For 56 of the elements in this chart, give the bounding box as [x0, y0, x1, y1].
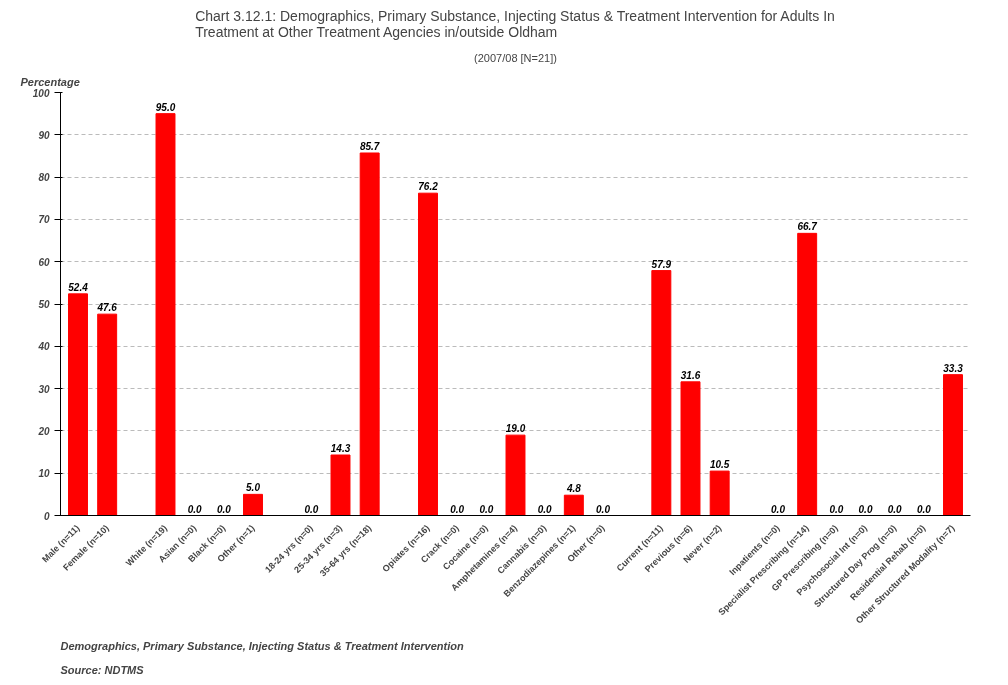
data-label: 0.0 — [537, 503, 553, 515]
bar — [943, 374, 963, 516]
data-label: 0.0 — [450, 503, 465, 515]
bar — [651, 270, 672, 516]
data-label: 76.2 — [418, 181, 439, 193]
data-label: 0.0 — [187, 503, 203, 515]
y-tick-label: 60 — [38, 256, 50, 268]
bar — [505, 434, 526, 516]
y-tick-label: 10 — [38, 468, 50, 480]
data-label: 33.3 — [943, 362, 964, 374]
bar — [155, 113, 176, 516]
data-label: 5.0 — [246, 482, 261, 494]
chart-title: Chart 3.12.1: Demographics, Primary Substance, Injecting Status & Treatment Intervention for Adults In Treatment at Other Treatment Agencies in/outside Oldham — [195, 7, 835, 40]
data-label: 85.7 — [359, 140, 380, 152]
data-label: 0.0 — [887, 503, 903, 515]
data-label: 0.0 — [916, 503, 932, 515]
data-label: 0.0 — [479, 503, 494, 515]
data-label: 95.0 — [155, 101, 176, 113]
bar — [680, 381, 701, 516]
y-tick-label: 90 — [38, 129, 50, 141]
data-label: 0.0 — [771, 503, 786, 515]
data-label: 0.0 — [829, 503, 844, 515]
y-tick-label: 50 — [38, 299, 50, 310]
data-label: 0.0 — [304, 503, 319, 515]
data-label: 0.0 — [858, 503, 873, 515]
text: Demographics, Primary Substance, Injecting Status & Treatment Intervention — [60, 639, 465, 652]
data-label: 10.5 — [709, 459, 730, 471]
source-note: Source: NDTMS — [60, 663, 145, 676]
data-label: 66.7 — [797, 221, 818, 233]
bar — [359, 152, 380, 516]
data-label: 14.3 — [330, 443, 351, 455]
bar — [797, 232, 818, 516]
data-label: 19.0 — [505, 423, 526, 435]
bar — [68, 293, 88, 516]
bar — [243, 493, 263, 516]
data-label: 57.9 — [651, 258, 672, 270]
data-label: 52.4 — [68, 281, 89, 293]
y-axis-title: Percentage — [20, 75, 80, 88]
data-label: 0.0 — [216, 503, 232, 515]
bar — [563, 494, 584, 516]
data-label: 31.6 — [680, 369, 701, 381]
y-tick-label: 20 — [37, 425, 50, 437]
y-tick-label: 30 — [38, 383, 50, 395]
bar — [709, 470, 730, 516]
y-tick-label: 70 — [38, 214, 50, 226]
bar — [97, 313, 118, 516]
data-label: 47.6 — [96, 302, 118, 314]
bar — [418, 192, 438, 516]
y-tick-label: 0 — [43, 510, 50, 522]
y-tick-label: 40 — [37, 341, 50, 353]
data-label: 0.0 — [596, 503, 611, 515]
y-tick-label: 80 — [38, 172, 50, 184]
data-label: 4.8 — [565, 483, 582, 495]
chart-subtitle: (2007/08 [N=21]) — [474, 51, 557, 64]
bar — [330, 454, 351, 516]
y-tick-label: 100 — [32, 87, 50, 99]
